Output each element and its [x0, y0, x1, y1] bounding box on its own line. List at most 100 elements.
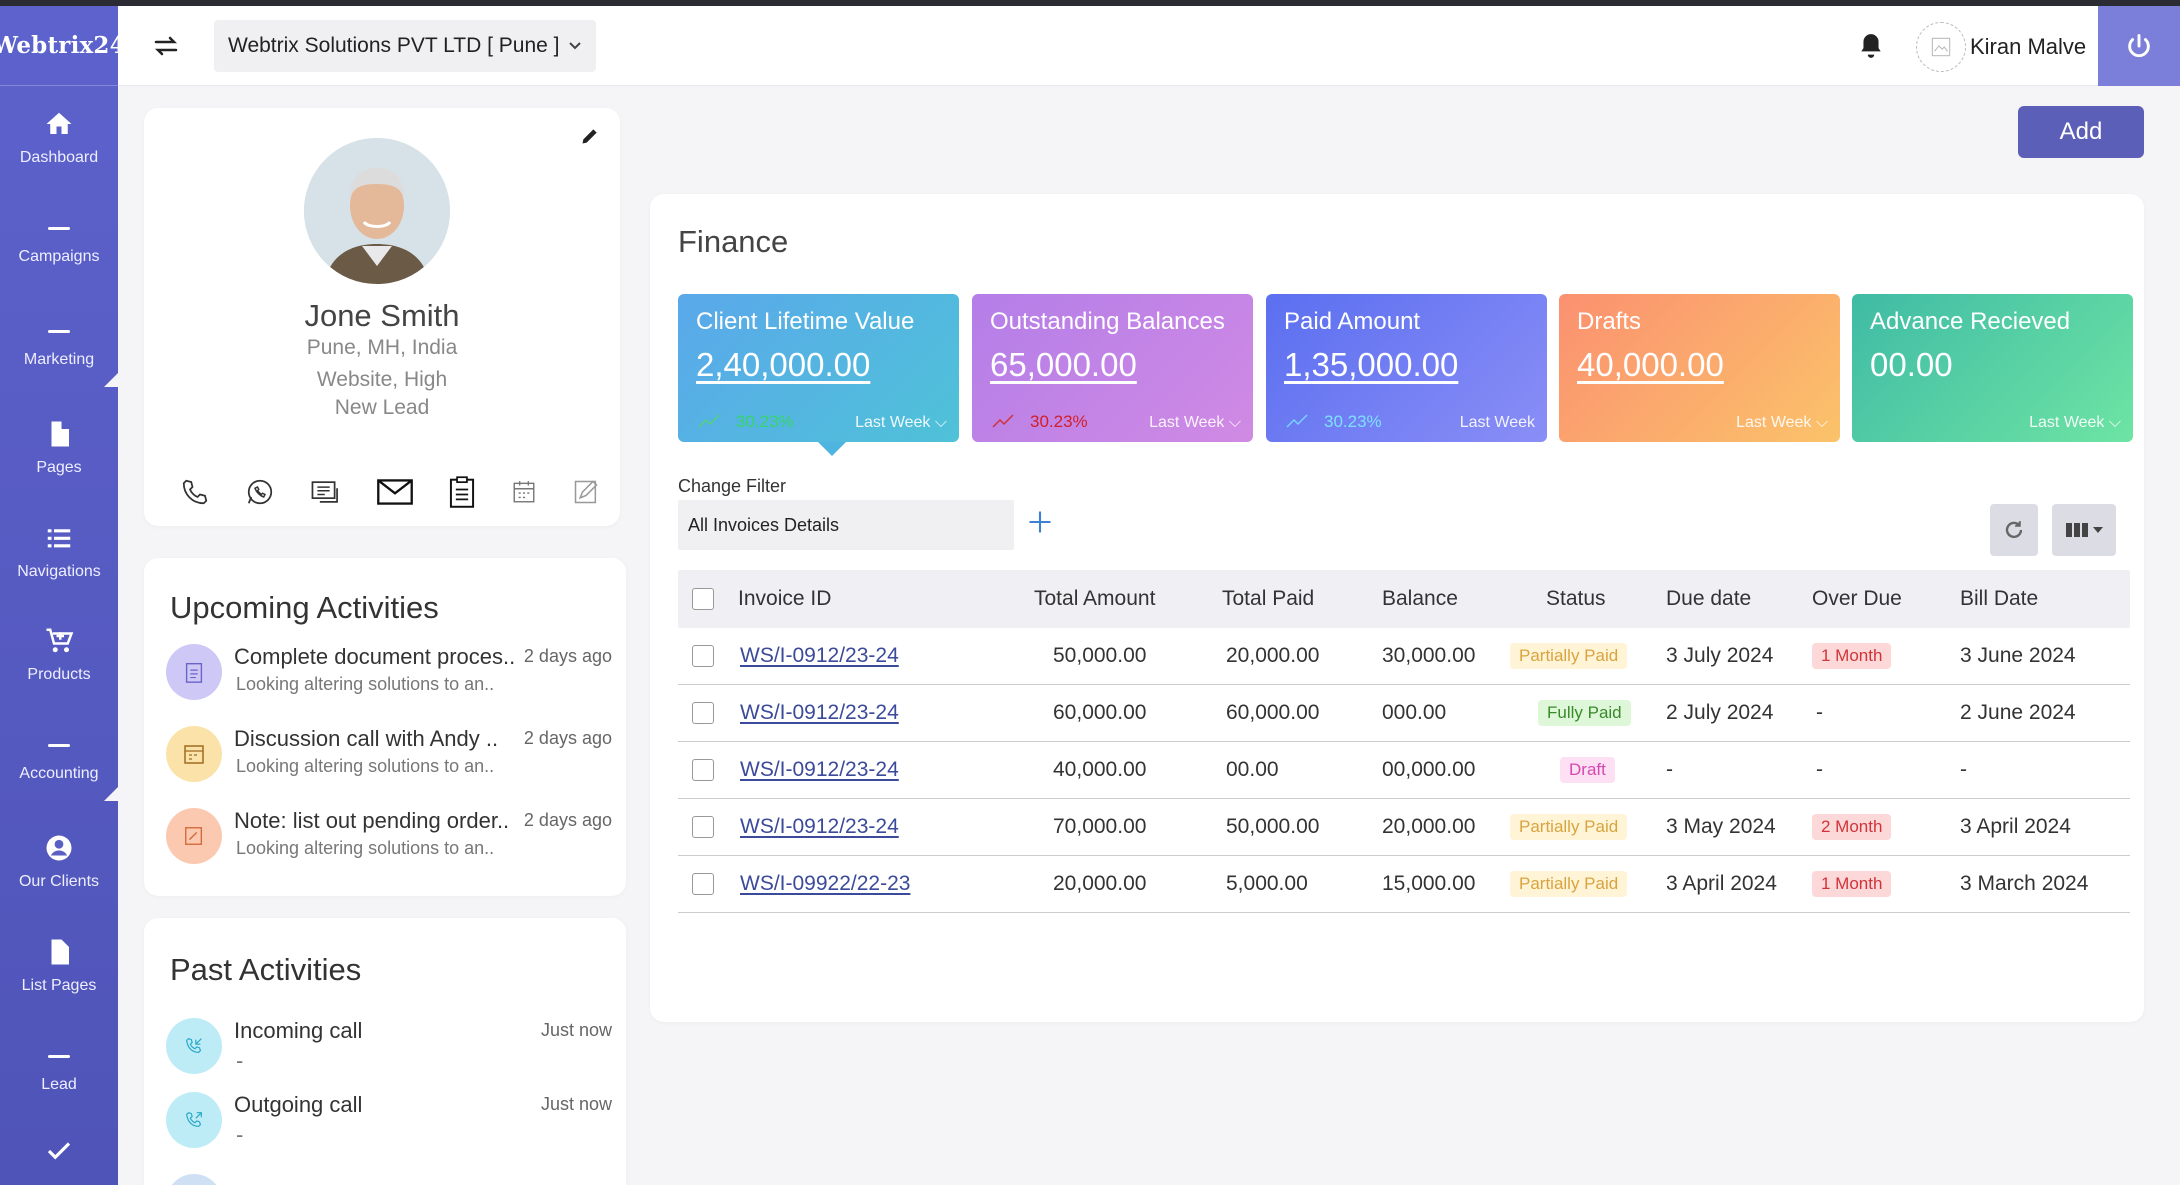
filter-select[interactable]: All Invoices Details — [678, 500, 1014, 550]
total-amount: 50,000.00 — [1053, 644, 1147, 667]
trend-up-icon — [1286, 414, 1308, 428]
sidebar: Webtrix24 Dashboard Campaigns Marketing … — [0, 6, 126, 1185]
invoice-id-link[interactable]: WS/I-0912/23-24 — [740, 644, 899, 667]
total-paid: 20,000.00 — [1226, 644, 1320, 667]
stat-paid-amount[interactable]: Paid Amount 1,35,000.00 30.23% Last Week — [1266, 294, 1547, 442]
invoice-id-link[interactable]: WS/I-0912/23-24 — [740, 815, 899, 838]
calendar-icon — [166, 726, 222, 782]
row-checkbox[interactable] — [692, 816, 714, 838]
col-total-paid[interactable]: Total Paid — [1222, 587, 1315, 610]
period-dropdown[interactable]: Last Week ⌵ — [2029, 414, 2121, 431]
dash-icon — [48, 226, 70, 230]
due-date: 3 April 2024 — [1666, 872, 1777, 895]
col-invoice-id[interactable]: Invoice ID — [738, 587, 832, 610]
add-filter-button[interactable] — [1026, 508, 1054, 541]
checkbox[interactable] — [692, 588, 714, 610]
table-row[interactable]: WS/I-0912/23-24 70,000.00 50,000.00 20,0… — [678, 799, 2130, 856]
outgoing-call-icon — [166, 1092, 222, 1148]
edit-profile-button[interactable] — [580, 126, 600, 151]
invoice-id-link[interactable]: WS/I-0912/23-24 — [740, 758, 899, 781]
sidebar-item-pages[interactable]: Pages — [0, 397, 118, 501]
dash-icon — [48, 330, 70, 334]
table-row[interactable]: WS/I-0912/23-24 40,000.00 00.00 00,000.0… — [678, 742, 2130, 799]
submenu-indicator — [104, 786, 118, 801]
period-label[interactable]: Last Week — [1459, 414, 1535, 431]
activity-item-icon — [166, 1174, 222, 1185]
period-dropdown[interactable]: Last Week ⌵ — [855, 414, 947, 431]
overdue-badge: 1 Month — [1812, 643, 1892, 669]
app-logo[interactable]: Webtrix24 — [0, 6, 126, 86]
user-circle-icon — [46, 835, 72, 861]
col-balance[interactable]: Balance — [1382, 587, 1458, 610]
filter-label: Change Filter — [678, 476, 787, 496]
chat-icon[interactable] — [310, 477, 342, 507]
col-total-amount[interactable]: Total Amount — [1034, 587, 1156, 610]
sidebar-item-list-pages[interactable]: List Pages — [0, 914, 118, 1018]
sidebar-item-marketing[interactable]: Marketing — [0, 293, 118, 397]
sidebar-item-navigations[interactable]: Navigations — [0, 500, 118, 604]
row-checkbox[interactable] — [692, 759, 714, 781]
phone-icon[interactable] — [180, 477, 210, 507]
company-select[interactable]: Webtrix Solutions PVT LTD [ Pune ] — [214, 20, 596, 72]
row-checkbox[interactable] — [692, 645, 714, 667]
user-name[interactable]: Kiran Malve — [1970, 34, 2087, 59]
person-photo — [304, 138, 450, 284]
select-all-checkbox[interactable] — [692, 570, 714, 628]
sidebar-item-products[interactable]: Products — [0, 604, 118, 708]
row-checkbox[interactable] — [692, 702, 714, 724]
sidebar-item-campaigns[interactable]: Campaigns — [0, 190, 118, 294]
sidebar-item-dashboard[interactable]: Dashboard — [0, 86, 118, 190]
col-status[interactable]: Status — [1546, 587, 1606, 610]
activity-item[interactable]: Incoming call - Just now — [166, 1010, 612, 1080]
stat-outstanding-balances[interactable]: Outstanding Balances 65,000.00 30.23% La… — [972, 294, 1253, 442]
columns-icon — [2066, 523, 2088, 537]
col-bill-date[interactable]: Bill Date — [1960, 587, 2039, 610]
logout-button[interactable] — [2098, 6, 2180, 86]
calendar-icon[interactable] — [511, 478, 537, 506]
col-due-date[interactable]: Due date — [1666, 587, 1752, 610]
profile-location: Pune, MH, India — [306, 336, 458, 359]
dash-icon — [48, 1054, 70, 1058]
trend-up-icon — [698, 414, 720, 428]
sidebar-item-lead[interactable]: Lead — [0, 1018, 118, 1122]
stat-advance-received[interactable]: Advance Recieved 00.00 Last Week ⌵ — [1852, 294, 2133, 442]
status-badge: Fully Paid — [1538, 700, 1631, 726]
columns-button[interactable] — [2052, 504, 2116, 556]
bill-date: - — [1960, 758, 1967, 781]
stat-client-lifetime-value[interactable]: Client Lifetime Value 2,40,000.00 30.23%… — [678, 294, 959, 456]
activity-item[interactable]: Discussion call with Andy .. Looking alt… — [166, 718, 612, 788]
table-row[interactable]: WS/I-09922/22-23 20,000.00 5,000.00 15,0… — [678, 856, 2130, 913]
period-dropdown[interactable]: Last Week ⌵ — [1736, 414, 1828, 431]
table-row[interactable]: WS/I-0912/23-24 50,000.00 20,000.00 30,0… — [678, 628, 2130, 685]
sidebar-item-accounting[interactable]: Accounting — [0, 707, 118, 811]
activity-item[interactable]: Complete document proces.. Looking alter… — [166, 636, 612, 706]
status-badge: Partially Paid — [1510, 643, 1628, 669]
swap-button[interactable] — [148, 30, 184, 62]
invoice-id-link[interactable]: WS/I-09922/22-23 — [740, 872, 911, 895]
add-button[interactable]: Add — [2018, 106, 2144, 158]
stat-drafts[interactable]: Drafts 40,000.00 Last Week ⌵ — [1559, 294, 1840, 442]
sidebar-item-check[interactable] — [0, 1121, 118, 1181]
finance-card: Finance Client Lifetime Value 2,40,000.0… — [650, 194, 2144, 1022]
balance: 00,000.00 — [1382, 758, 1476, 781]
status-badge: Partially Paid — [1510, 871, 1628, 897]
plus-icon — [1029, 511, 1051, 533]
refresh-button[interactable] — [1990, 504, 2038, 556]
profile-source: Website, High — [316, 368, 448, 391]
sidebar-item-our-clients[interactable]: Our Clients — [0, 811, 118, 915]
invoice-id-link[interactable]: WS/I-0912/23-24 — [740, 701, 899, 724]
email-icon[interactable] — [377, 477, 413, 507]
note-edit-icon[interactable] — [572, 478, 600, 506]
activity-item[interactable]: Outgoing call - Just now — [166, 1084, 612, 1154]
clipboard-icon[interactable] — [448, 476, 476, 508]
row-checkbox[interactable] — [692, 873, 714, 895]
whatsapp-icon[interactable] — [245, 477, 275, 507]
page-icon — [51, 939, 69, 965]
activity-item[interactable]: Note: list out pending order.. Looking a… — [166, 800, 612, 870]
table-row[interactable]: WS/I-0912/23-24 60,000.00 60,000.00 000.… — [678, 685, 2130, 742]
user-avatar[interactable] — [1916, 22, 1966, 72]
notifications-button[interactable] — [1858, 32, 1884, 65]
overdue-value: - — [1816, 701, 1823, 724]
period-dropdown[interactable]: Last Week ⌵ — [1149, 414, 1241, 431]
col-over-due[interactable]: Over Due — [1812, 587, 1902, 610]
